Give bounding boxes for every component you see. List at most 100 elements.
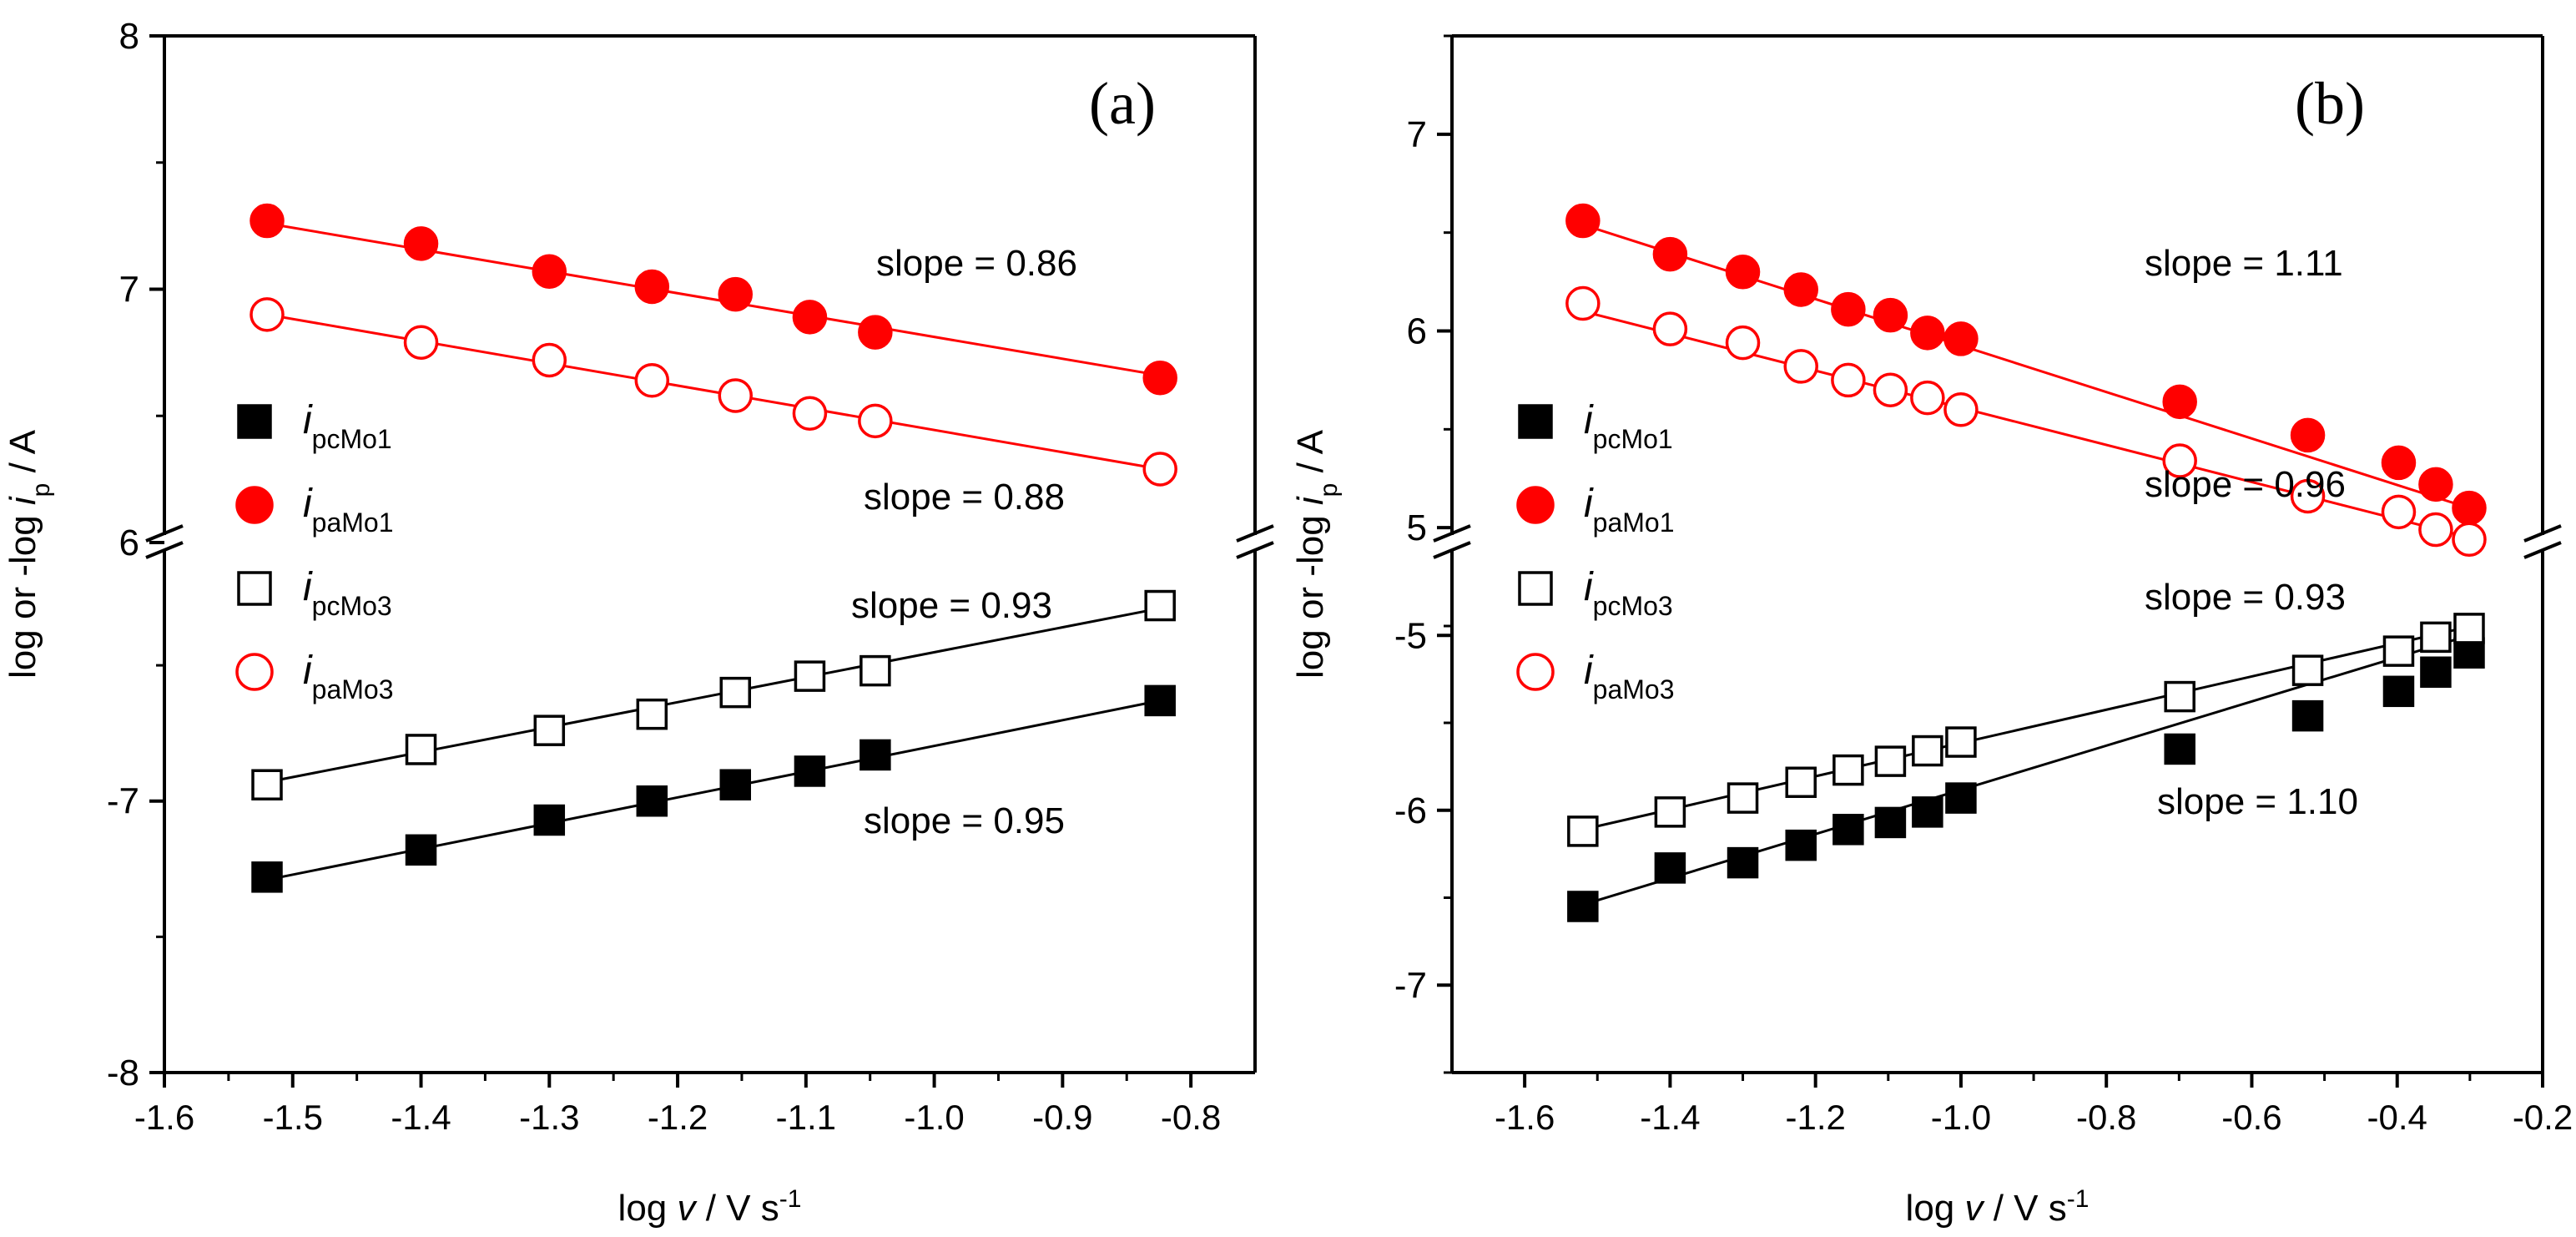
b-legend-symbol: i <box>1584 482 1594 526</box>
b-x-tick-label: -0.8 <box>2076 1098 2136 1137</box>
a-legend-symbol: i <box>303 565 313 609</box>
b-point-ipaMo3 <box>1910 380 1945 416</box>
b-point-ipcMo3 <box>1727 782 1759 814</box>
b-point-ipcMo1 <box>2164 733 2195 765</box>
a-point-ipcMo1 <box>1144 684 1176 717</box>
b-point-ipcMo1 <box>2382 675 2415 708</box>
b-point-ipaMo3 <box>1943 392 1979 427</box>
b-y-tick-label: 6 <box>1407 311 1427 352</box>
a-point-ipcMo3 <box>533 714 566 746</box>
b-point-ipaMo1 <box>2418 467 2453 502</box>
b-point-ipcMo3 <box>2164 680 2195 713</box>
a-y-label-sub: p <box>28 483 55 497</box>
a-y-axis-label: log or -log ip / A <box>3 429 55 679</box>
b-point-ipaMo1 <box>1783 272 1818 307</box>
b-point-ipaMo3 <box>2381 494 2417 530</box>
b-legend-symbol: i <box>1584 565 1594 609</box>
b-legend-label-ipcMo1: ipcMo1 <box>1584 398 1673 454</box>
b-point-ipaMo1 <box>1652 236 1688 272</box>
chart-b: -1.6 -1.4 -1.2 -1.0 -0.8 -0.6 -0.4 -0.2 5 6 7 -7 -6 -… <box>1290 34 2573 1229</box>
b-y-tick-label: 5 <box>1407 507 1427 548</box>
b-panel-label: (b) <box>2295 70 2365 137</box>
b-point-ipaMo1 <box>1943 321 1979 356</box>
a-point-ipaMo3 <box>858 403 893 439</box>
b-point-ipaMo3 <box>1565 285 1601 321</box>
b-point-ipaMo3 <box>2290 478 2326 514</box>
b-point-ipaMo3 <box>1831 362 1866 398</box>
b-point-ipcMo3 <box>1785 766 1817 798</box>
b-y-label-sub: p <box>1315 483 1343 497</box>
b-x-tick-label: -0.2 <box>2513 1098 2573 1137</box>
a-point-ipcMo1 <box>794 755 826 787</box>
b-point-ipcMo3 <box>1874 745 1907 777</box>
a-point-ipaMo3 <box>532 342 567 378</box>
a-point-ipaMo1 <box>532 254 567 290</box>
a-point-ipcMo1 <box>533 804 566 836</box>
a-axis-break-mark <box>145 524 184 543</box>
a-point-ipcMo3 <box>794 660 826 692</box>
a-y-label-prefix: log or -log <box>3 505 43 679</box>
b-slope-annotation: slope = 0.93 <box>2145 577 2346 618</box>
b-point-ipaMo1 <box>1831 291 1866 327</box>
a-legend-subscript: paMo3 <box>312 674 394 704</box>
b-legend-subscript: pcMo3 <box>1593 591 1673 621</box>
a-slope-annotation: slope = 0.86 <box>876 243 1077 284</box>
a-slope-annotation: slope = 0.88 <box>864 477 1065 518</box>
b-x-tick-label: -1.0 <box>1931 1098 1991 1137</box>
a-point-ipaMo3 <box>403 325 439 360</box>
b-y-label-units: / A <box>1290 429 1331 482</box>
a-x-tick-label: -1.1 <box>776 1098 836 1137</box>
a-legend-symbol: i <box>303 649 313 693</box>
b-point-ipaMo1 <box>1910 316 1945 351</box>
b-point-ipcMo3 <box>2453 613 2485 644</box>
a-x-tick-label: -1.5 <box>263 1098 323 1137</box>
b-point-ipcMo3 <box>2382 635 2415 667</box>
a-y-label-var: i <box>3 496 43 505</box>
a-point-ipaMo3 <box>634 363 670 398</box>
a-legend-marker-ipcMo1 <box>237 404 272 439</box>
a-point-ipaMo1 <box>634 269 670 305</box>
chart-a: -1.6 -1.5 -1.4 -1.3 -1.2 -1.1 -1.0 -0.9 -0.8 6 7 8 -… <box>3 16 1274 1229</box>
a-point-ipcMo3 <box>405 734 437 765</box>
a-point-ipcMo3 <box>251 769 283 800</box>
b-point-ipcMo3 <box>2420 621 2452 654</box>
a-legend-symbol: i <box>303 398 313 442</box>
b-point-ipcMo1 <box>1874 806 1907 839</box>
b-point-ipcMo3 <box>1567 815 1599 847</box>
b-point-ipaMo3 <box>2162 443 2197 478</box>
a-point-ipcMo3 <box>1144 589 1176 622</box>
a-x-tick-label: -1.0 <box>904 1098 964 1137</box>
b-y-tick-label: -6 <box>1394 790 1427 831</box>
a-y-tick-label: 6 <box>119 523 139 563</box>
a-point-ipaMo1 <box>718 276 754 312</box>
a-legend-label-ipcMo3: ipcMo3 <box>303 565 392 621</box>
b-point-ipcMo3 <box>1654 796 1686 828</box>
b-x-label-var: v <box>1965 1188 1986 1229</box>
b-x-label-sup: -1 <box>2067 1185 2090 1213</box>
b-point-ipcMo3 <box>1832 754 1864 786</box>
b-point-ipcMo1 <box>2420 656 2452 689</box>
b-axis-break-mark <box>1433 541 1471 559</box>
a-x-tick-label: -0.9 <box>1032 1098 1092 1137</box>
a-point-ipaMo3 <box>1142 452 1177 487</box>
b-legend-label-ipaMo3: ipaMo3 <box>1584 649 1675 704</box>
a-panel-label: (a) <box>1089 70 1156 137</box>
b-point-ipaMo3 <box>2418 512 2453 548</box>
b-y-label-prefix: log or -log <box>1290 505 1331 679</box>
b-point-ipaMo3 <box>2452 522 2487 558</box>
b-point-ipcMo1 <box>1945 782 1977 814</box>
a-x-axis-label: log v / V s-1 <box>618 1185 802 1229</box>
a-axis-break-mark <box>1236 524 1274 543</box>
b-y-axis-label: log or -log ip / A <box>1290 429 1343 679</box>
b-x-tick-label: -0.6 <box>2221 1098 2281 1137</box>
b-point-ipcMo1 <box>2291 699 2324 732</box>
a-point-ipcMo3 <box>860 654 891 687</box>
b-x-tick-label: -1.4 <box>1640 1098 1700 1137</box>
b-x-axis-label: log v / V s-1 <box>1906 1185 2090 1229</box>
a-legend-label-ipaMo1: ipaMo1 <box>303 482 394 538</box>
a-point-ipcMo3 <box>719 676 752 709</box>
b-point-ipaMo1 <box>2452 490 2487 526</box>
a-point-ipaMo3 <box>792 396 828 431</box>
a-legend-marker-ipaMo3 <box>235 653 274 691</box>
a-axis-break-mark <box>145 541 184 559</box>
